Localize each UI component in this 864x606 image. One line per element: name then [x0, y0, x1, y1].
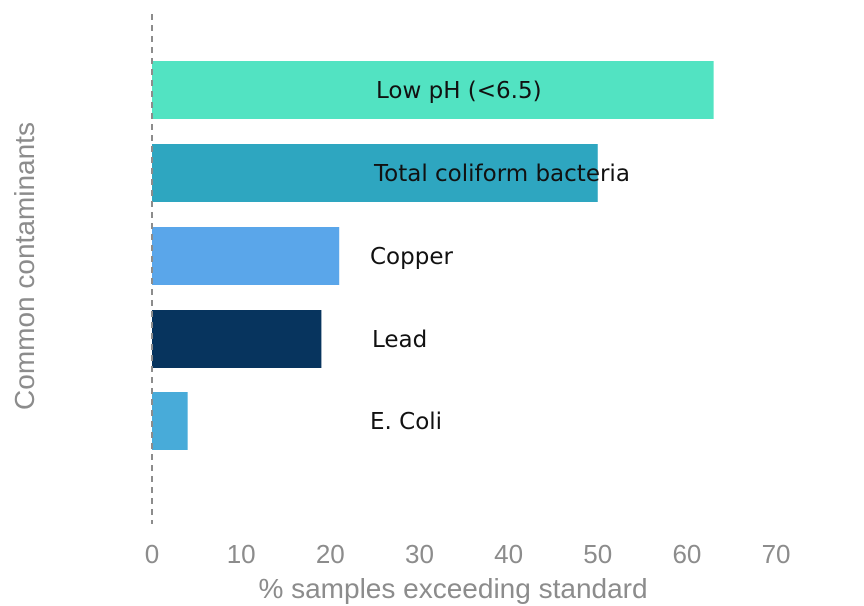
x-tick-label: 20 [316, 539, 345, 569]
bar-label-3: Lead [372, 327, 427, 353]
bar-label-4: E. Coli [370, 409, 442, 435]
bar-label-2: Copper [370, 244, 453, 270]
bar-1 [152, 144, 598, 202]
bar-3 [152, 310, 322, 368]
x-tick-label: 50 [583, 539, 612, 569]
x-tick-label: 40 [494, 539, 523, 569]
x-tick-label: 0 [145, 539, 159, 569]
bar-label-1: Total coliform bacteria [373, 161, 630, 187]
x-axis-title: % samples exceeding standard [258, 573, 647, 604]
bar-label-0: Low pH (<6.5) [376, 78, 542, 104]
bar-2 [152, 227, 340, 285]
x-tick-label: 60 [672, 539, 701, 569]
x-tick-label: 10 [227, 539, 256, 569]
x-tick-labels: 0 10 20 30 40 50 60 70 [145, 539, 791, 569]
y-axis-title: Common contaminants [9, 122, 40, 410]
bar-labels-group: Low pH (<6.5) Total coliform bacteria Copp… [370, 78, 630, 435]
bar-4 [152, 392, 188, 450]
x-tick-label: 30 [405, 539, 434, 569]
x-tick-label: 70 [762, 539, 791, 569]
bars-group [152, 61, 714, 450]
bar-0 [152, 61, 714, 119]
